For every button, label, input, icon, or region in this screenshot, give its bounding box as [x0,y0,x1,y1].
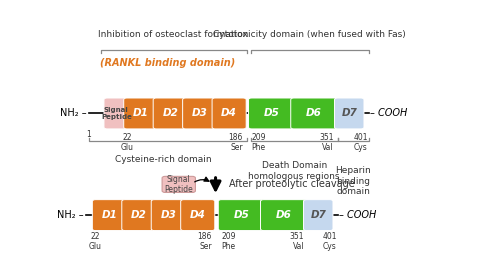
Text: 209
Phe: 209 Phe [222,232,236,251]
Text: D2: D2 [131,210,147,220]
Text: D5: D5 [264,108,280,119]
Text: D3: D3 [192,108,208,119]
FancyBboxPatch shape [104,98,129,129]
Text: 209
Phe: 209 Phe [252,133,266,152]
FancyBboxPatch shape [153,98,188,129]
FancyBboxPatch shape [162,176,196,192]
FancyBboxPatch shape [124,98,158,129]
FancyBboxPatch shape [212,98,246,129]
Text: Heparin
binding
domain: Heparin binding domain [335,166,371,196]
Text: – COOH: – COOH [339,210,376,220]
Text: Inhibition of osteoclast formation: Inhibition of osteoclast formation [98,30,248,39]
FancyBboxPatch shape [218,200,265,230]
Text: D5: D5 [234,210,250,220]
Text: Death Domain
homologous regions: Death Domain homologous regions [248,161,340,180]
Text: 401
Cys: 401 Cys [322,232,337,251]
Text: (RANKL binding domain): (RANKL binding domain) [100,58,235,68]
Text: D7: D7 [342,108,357,119]
Text: D3: D3 [160,210,176,220]
Text: 351
Val: 351 Val [290,232,304,251]
Text: D1: D1 [133,108,148,119]
Text: Cytotoxicity domain (when fused with Fas): Cytotoxicity domain (when fused with Fas… [214,30,406,39]
FancyBboxPatch shape [182,98,216,129]
FancyBboxPatch shape [290,98,338,129]
FancyBboxPatch shape [122,200,156,230]
Text: NH₂ –: NH₂ – [60,108,87,119]
Text: D6: D6 [276,210,292,220]
Text: Signal
Peptide: Signal Peptide [101,107,132,120]
Text: Cysteine-rich domain: Cysteine-rich domain [115,155,212,164]
Text: Signal
Peptide: Signal Peptide [164,175,193,194]
FancyBboxPatch shape [260,200,308,230]
FancyBboxPatch shape [304,200,333,230]
Text: 1: 1 [86,130,91,139]
FancyBboxPatch shape [248,98,296,129]
FancyBboxPatch shape [92,200,126,230]
Text: D6: D6 [306,108,322,119]
Text: NH₂ –: NH₂ – [57,210,84,220]
Text: D7: D7 [310,210,326,220]
FancyBboxPatch shape [151,200,186,230]
Text: 401
Cys: 401 Cys [354,133,368,152]
Text: D1: D1 [102,210,117,220]
Text: D4: D4 [190,210,206,220]
Text: 22
Glu: 22 Glu [89,232,102,251]
FancyBboxPatch shape [334,98,364,129]
Text: D4: D4 [221,108,237,119]
Text: 186
Ser: 186 Ser [198,232,211,251]
Text: D2: D2 [162,108,178,119]
FancyBboxPatch shape [180,200,215,230]
Text: 22
Glu: 22 Glu [120,133,134,152]
Text: 186
Ser: 186 Ser [228,133,243,152]
Text: 351
Val: 351 Val [320,133,334,152]
Text: – COOH: – COOH [370,108,407,119]
Text: After proteolytic cleavage: After proteolytic cleavage [229,179,355,189]
